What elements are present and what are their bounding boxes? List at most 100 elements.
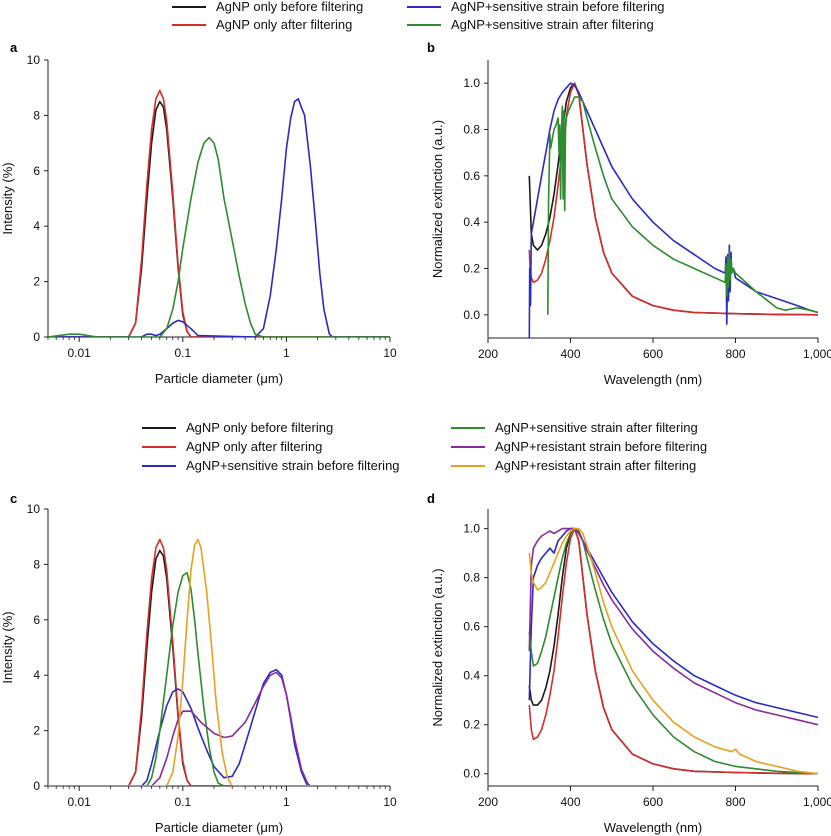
legend-item: AgNP+sensitive strain before filtering [407,0,665,14]
legend-item: AgNP+resistant strain after filtering [451,458,696,473]
x-tick-label: 1 [283,795,290,809]
y-tick-label: 0.2 [463,262,480,276]
x-tick-label: 800 [725,347,745,361]
y-tick-label: 0.2 [463,718,480,732]
x-tick-label: 0.1 [174,795,191,809]
x-tick-label: 600 [643,795,663,809]
legend-label: AgNP+sensitive strain before filtering [186,458,400,473]
panel-b: b 0.0 0.2 0.4 0.6 0.8 1.0 200 400 600 800 1,000 Wave… [427,40,831,387]
series-line [48,549,390,786]
series-line [48,538,390,786]
legend-swatch [172,5,206,8]
series-line [48,136,390,337]
series-line [48,98,390,337]
y-tick-label: 4 [33,668,40,682]
x-tick-label: 10 [383,346,397,360]
panel-c: c 0 2 4 6 8 10 0.01 0.1 1 10 Particle diameter (μm)… [0,491,397,835]
x-axis-label: Wavelength (nm) [604,820,703,835]
series-line [48,89,390,337]
legend-item: AgNP only after filtering [172,17,352,32]
panel-letter: c [10,491,17,506]
legend-item: AgNP only before filtering [172,0,363,14]
panel-d: d 0.0 0.2 0.4 0.6 0.8 1.0 200 400 600 800 1,000 Wave… [427,491,831,835]
legend-item: AgNP only before filtering [142,420,333,435]
x-tick-label: 0.1 [174,346,191,360]
y-axis-label: Intensity (%) [0,162,15,234]
y-tick-label: 10 [27,502,41,516]
series-line [48,538,390,786]
series-line [528,527,818,775]
legend-label: AgNP+sensitive strain before filtering [451,0,665,14]
panel-letter: d [427,491,435,506]
series-line [528,82,818,316]
legend-swatch [451,464,485,467]
x-tick-label: 200 [478,795,498,809]
y-tick-label: 0.4 [463,669,480,683]
series-line [547,96,818,315]
y-tick-label: 0.6 [463,169,480,183]
legend-swatch [451,445,485,448]
x-axis-label: Particle diameter (μm) [155,820,283,835]
x-axis-label: Wavelength (nm) [604,372,703,387]
y-tick-label: 4 [33,219,40,233]
y-tick-label: 8 [33,108,40,122]
legend-swatch [142,445,176,448]
series-line [528,527,818,775]
legend-label: AgNP only after filtering [186,439,323,454]
legend-label: AgNP+resistant strain before filtering [495,439,708,454]
legend-swatch [451,426,485,429]
x-tick-label: 1,000 [803,795,831,809]
y-tick-label: 0.8 [463,571,480,585]
x-tick-label: 0.01 [68,346,92,360]
y-tick-label: 0.0 [463,767,480,781]
panel-letter: a [10,40,18,55]
x-tick-label: 1 [283,346,290,360]
y-axis-label: Normalized extinction (a.u.) [430,120,445,278]
y-axis-label: Normalized extinction (a.u.) [430,568,445,726]
legend-label: AgNP+resistant strain after filtering [495,458,697,473]
legend-swatch [142,426,176,429]
x-axis-label: Particle diameter (μm) [155,371,283,386]
legend-swatch [142,464,176,467]
y-tick-label: 0 [33,330,40,344]
series-line [528,82,818,338]
y-tick-label: 0 [33,779,40,793]
series-line [48,100,390,337]
legend-label: AgNP+sensitive strain after filtering [451,17,654,32]
y-tick-label: 2 [33,275,40,289]
x-tick-label: 400 [560,795,580,809]
x-tick-label: 200 [478,347,498,361]
y-tick-label: 6 [33,613,40,627]
y-tick-label: 6 [33,164,40,178]
legend-item: AgNP+resistant strain before filtering [451,439,707,454]
legend-swatch [407,5,441,8]
legend-label: AgNP only after filtering [216,17,353,32]
series-line [48,571,390,786]
legend-item: AgNP+sensitive strain before filtering [142,458,400,473]
y-axis-label: Intensity (%) [0,611,15,683]
series-line [528,527,818,726]
y-tick-label: 0.4 [463,215,480,229]
panel-letter: b [427,40,435,55]
legend-label: AgNP+sensitive strain after filtering [495,420,698,435]
x-tick-label: 10 [383,795,397,809]
y-tick-label: 0.6 [463,620,480,634]
legend-item: AgNP only after filtering [142,439,322,454]
panel-a: a 0 2 4 6 8 10 0.01 0.1 1 10 Particle diameter (μm)… [0,40,397,386]
y-tick-label: 0.0 [463,308,480,322]
x-tick-label: 400 [560,347,580,361]
y-tick-label: 8 [33,557,40,571]
series-line [528,82,818,316]
x-tick-label: 800 [725,795,745,809]
y-tick-label: 1.0 [463,76,480,90]
y-tick-label: 2 [33,724,40,738]
legend-item: AgNP+sensitive strain after filtering [407,17,654,32]
legend-swatch [407,23,441,26]
legend-label: AgNP only before filtering [186,420,334,435]
x-tick-label: 0.01 [68,795,92,809]
legend-item: AgNP+sensitive strain after filtering [451,420,698,435]
series-line [528,527,818,719]
series-line [528,527,818,775]
series-line [48,671,390,786]
